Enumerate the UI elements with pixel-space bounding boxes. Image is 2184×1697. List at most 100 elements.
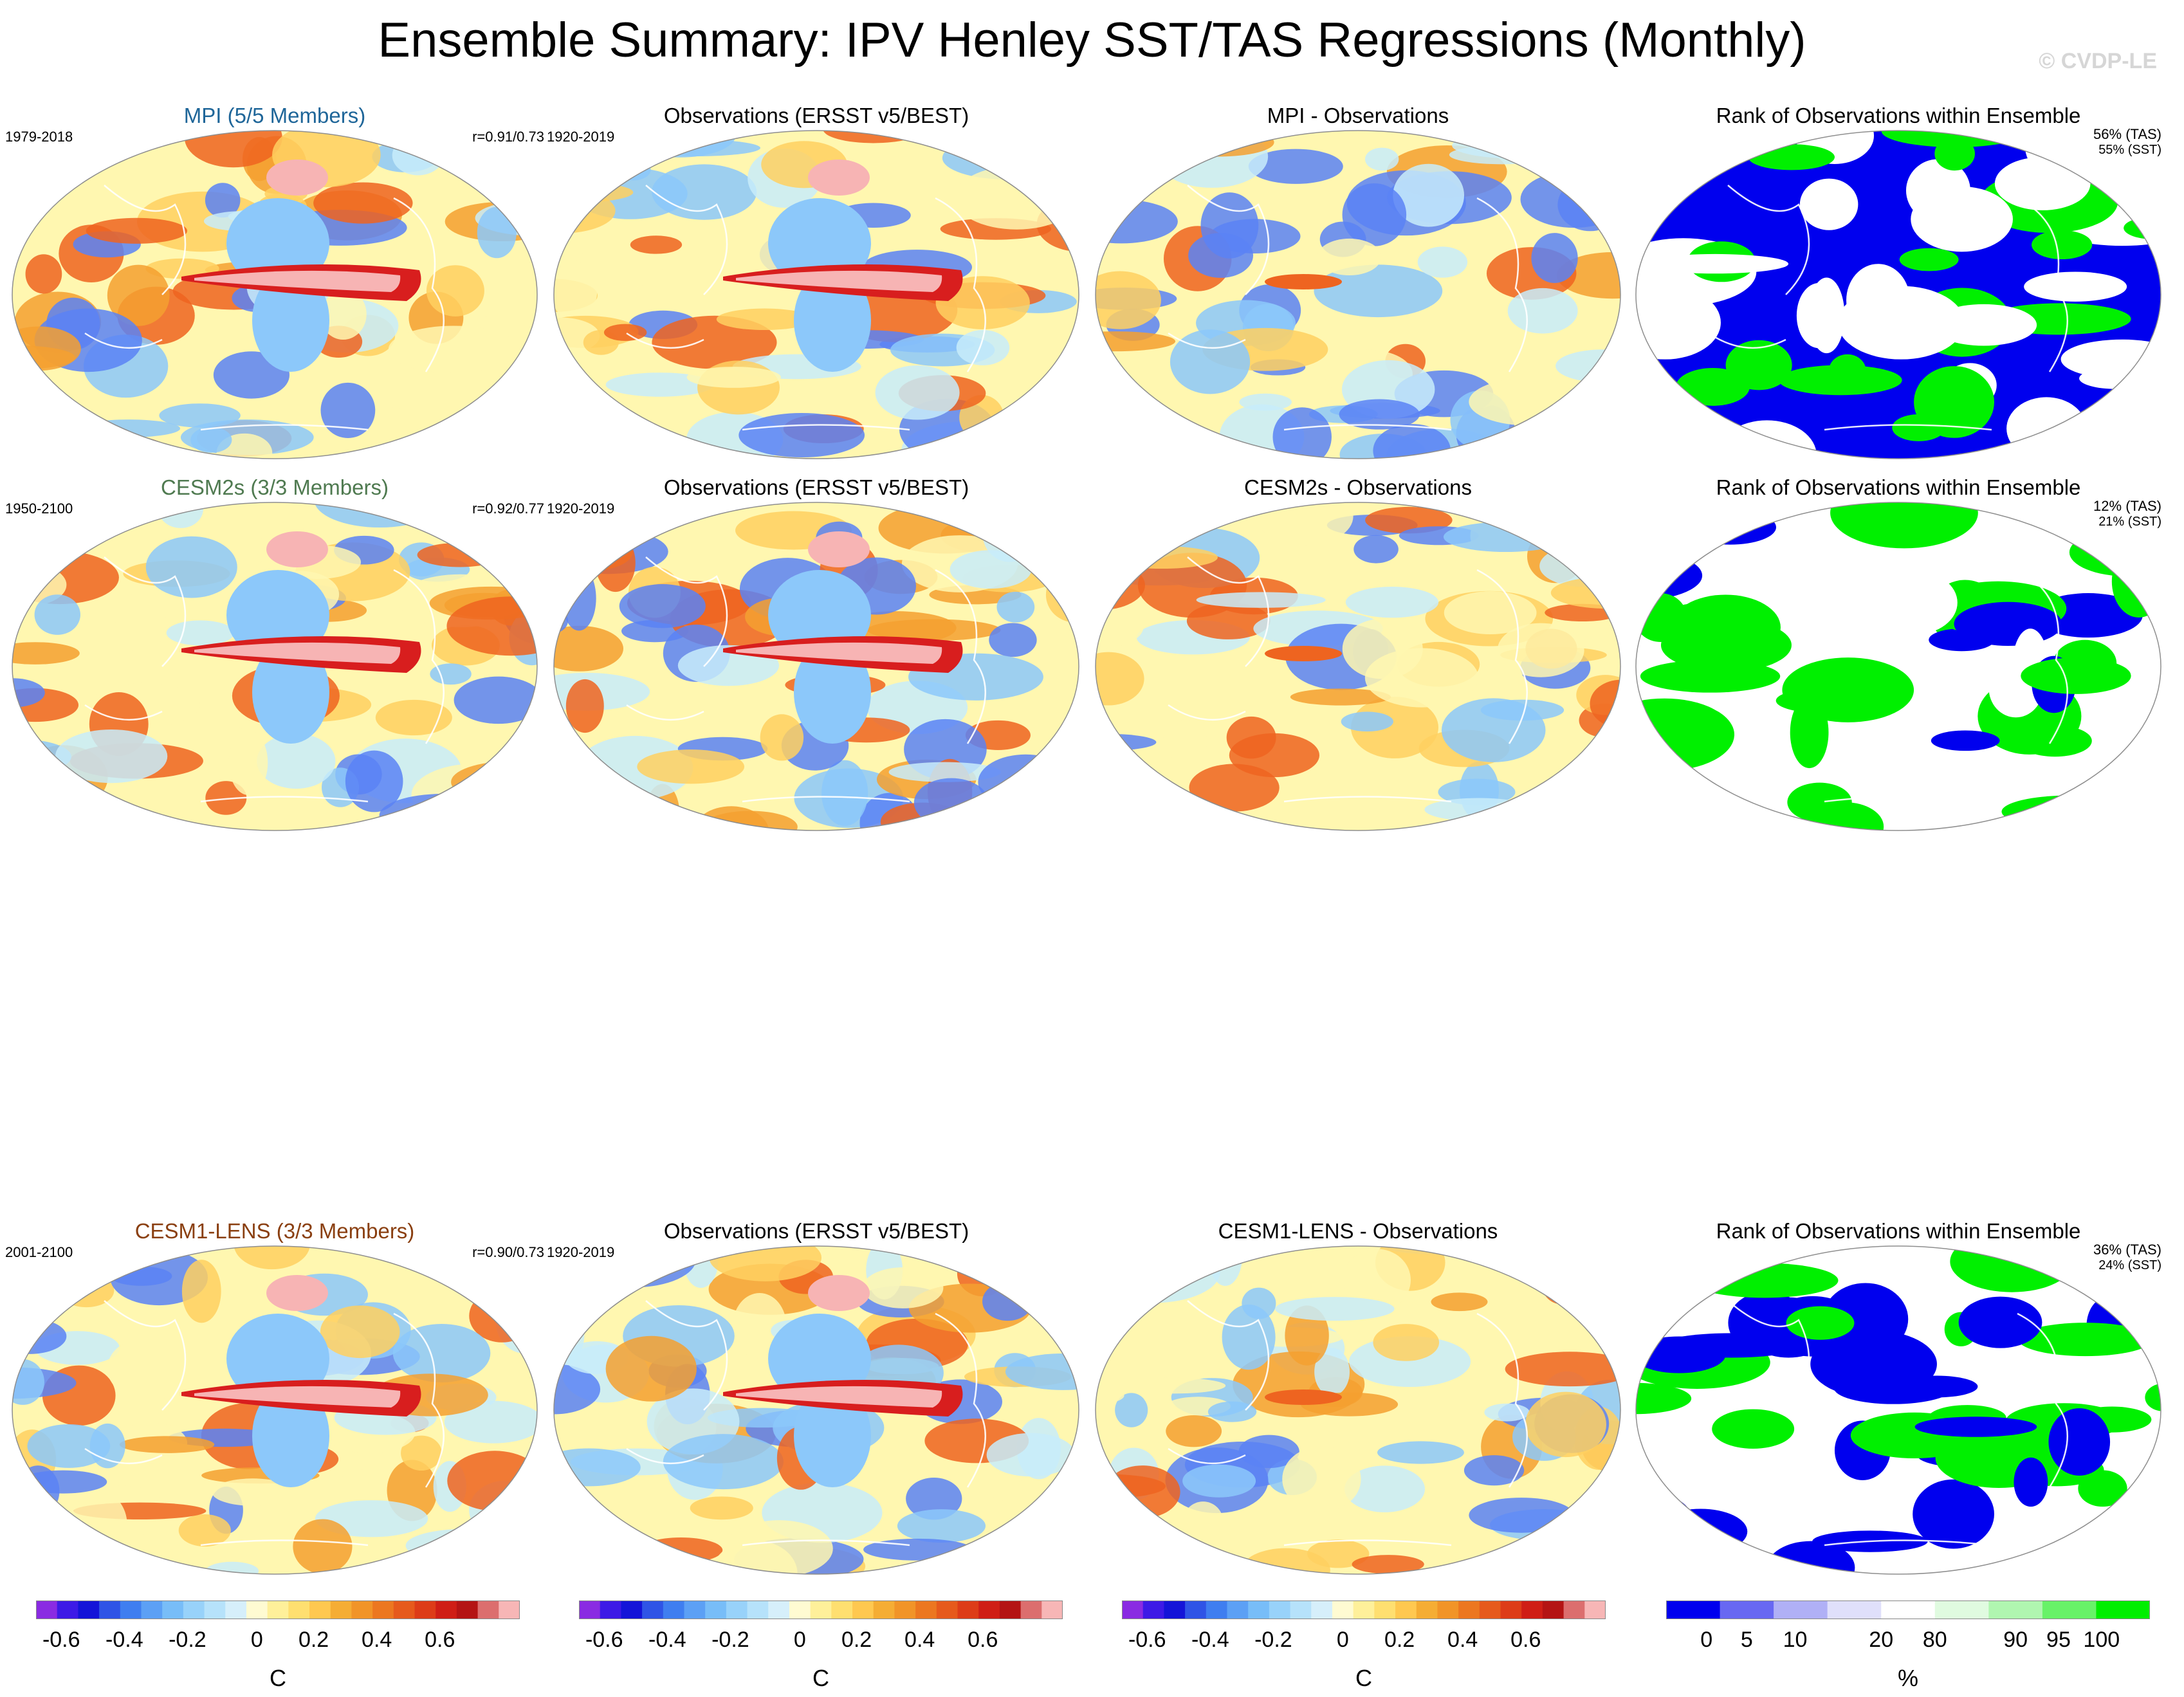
colorbar-tick-label: 100 [2083,1628,2120,1652]
panel-title: Observations (ERSST v5/BEST) [663,475,969,499]
regression-map [553,1245,1079,1575]
colorbar-unit: C [1355,1665,1372,1691]
panel-title: Rank of Observations within Ensemble [1716,104,2081,127]
colorbar-swatch [1521,1601,1543,1619]
colorbar-swatch [957,1601,979,1619]
colorbar-swatch [1269,1601,1291,1619]
colorbar-tick-label: -0.4 [648,1628,686,1652]
colorbar-tick-label: 0 [1700,1628,1712,1652]
colorbar-swatch [1206,1601,1227,1619]
colorbar-swatch [999,1601,1022,1619]
panel-rank-row1: Rank of Observations within Ensemble 56% … [1629,103,2168,463]
colorbar-tick-label: -0.6 [1128,1628,1166,1652]
colorbar-swatch [162,1601,184,1619]
colorbar-swatch [414,1601,436,1619]
colorbar-swatch [1353,1601,1375,1619]
figure-title: Ensemble Summary: IPV Henley SST/TAS Reg… [378,13,1806,68]
panel-obs-row3: Observations (ERSST v5/BEST) 1920-2019 [547,1218,1086,1579]
colorbar-swatch [768,1601,790,1619]
regression-map [12,1245,538,1575]
colorbar-swatch [225,1601,247,1619]
temperature-colorbar-3: -0.6 -0.4 -0.2 0 0.2 0.4 0.6 C [1122,1601,1606,1697]
colorbar-swatch [1666,1601,1721,1619]
colorbar-tick-label: 0.4 [1447,1628,1478,1652]
panel-diff-row1: MPI - Observations [1088,103,1628,463]
panel-model-row2: CESM2s (3/3 Members) 1950-2100 r=0.92/0.77 [5,475,544,835]
colorbar-swatch [456,1601,479,1619]
colorbar-swatch [372,1601,394,1619]
temperature-colorbar-1: -0.6 -0.4 -0.2 0 0.2 0.4 0.6 C [36,1601,520,1697]
colorbar-swatch [1563,1601,1585,1619]
panel-title: Rank of Observations within Ensemble [1716,1219,2081,1243]
panel-title: Observations (ERSST v5/BEST) [663,1219,969,1243]
colorbar-swatch [36,1601,58,1619]
colorbar-swatch [684,1601,706,1619]
rank-sst-percent: 55% (SST) [2098,143,2161,157]
colorbar-unit: C [812,1665,829,1691]
period-label: 2001-2100 [5,1244,73,1260]
colorbar-swatch [1395,1601,1417,1619]
panel-model-row1: MPI (5/5 Members) 1979-2018 r=0.91/0.73 [5,103,544,463]
colorbar-swatch [1020,1601,1042,1619]
regression-map [553,130,1079,459]
panel-diff-row3: CESM1-LENS - Observations [1088,1218,1628,1579]
colorbar-swatch [477,1601,499,1619]
colorbar-swatch [499,1601,520,1619]
watermark: © CVDP-LE [2039,49,2157,73]
colorbar-tick-label: 20 [1869,1628,1893,1652]
colorbar-swatch [1248,1601,1270,1619]
rank-colorbar: 0 5 10 20 80 90 95 100% [1666,1601,2150,1697]
rank-tas-percent: 56% (TAS) [2093,126,2161,142]
panel-model-row3: CESM1-LENS (3/3 Members) 2001-2100 r=0.90/… [5,1218,544,1579]
colorbar-swatch [141,1601,163,1619]
colorbar-swatch [1934,1601,1989,1619]
colorbar-tick-label: 0.4 [362,1628,392,1652]
rank-map [1635,1245,2161,1575]
colorbar-swatch [621,1601,643,1619]
colorbar-swatch [78,1601,100,1619]
colorbar-swatch [1164,1601,1186,1619]
colorbar-swatch [915,1601,937,1619]
pattern-correlation: r=0.90/0.73 [472,1244,544,1260]
colorbar-tick-label: 0.6 [1510,1628,1541,1652]
colorbar-swatch [894,1601,916,1619]
period-label: 1979-2018 [5,129,73,145]
period-label: 1920-2019 [547,500,615,517]
panel-title: CESM2s (3/3 Members) [161,475,389,499]
colorbar-swatch [1542,1601,1565,1619]
colorbar-swatch [1458,1601,1480,1619]
panel-title: MPI (5/5 Members) [183,104,366,127]
colorbar-swatch [1479,1601,1501,1619]
colorbar-swatch [1416,1601,1438,1619]
temperature-colorbar-2: -0.6 -0.4 -0.2 0 0.2 0.4 0.6 C [579,1601,1063,1697]
colorbar-swatch [1720,1601,1774,1619]
colorbar-swatch [852,1601,874,1619]
colorbar-swatch [1227,1601,1249,1619]
colorbar-swatch [99,1601,121,1619]
colorbar-tick-label: -0.2 [1254,1628,1292,1652]
colorbar-tick-label: -0.2 [711,1628,749,1652]
colorbar-swatch [831,1601,853,1619]
colorbar-unit: C [270,1665,286,1691]
colorbar-swatch [579,1601,601,1619]
pattern-correlation: r=0.91/0.73 [472,129,544,145]
panel-title: CESM1-LENS - Observations [1218,1219,1498,1243]
rank-tas-percent: 36% (TAS) [2093,1242,2161,1258]
colorbar-swatch [120,1601,142,1619]
rank-sst-percent: 21% (SST) [2098,515,2161,529]
rank-map [1635,130,2161,459]
regression-map [553,502,1079,831]
colorbar-swatch [1827,1601,1882,1619]
colorbar-swatch [747,1601,769,1619]
regression-map [1095,1245,1621,1575]
panel-rank-row3: Rank of Observations within Ensemble 36% … [1629,1218,2168,1579]
colorbar-swatch [330,1601,352,1619]
colorbar-swatch [288,1601,310,1619]
colorbar-swatch [309,1601,331,1619]
colorbar-swatch [1332,1601,1354,1619]
colorbar-tick-label: -0.4 [106,1628,143,1652]
panel-obs-row2: Observations (ERSST v5/BEST) 1920-2019 [547,475,1086,835]
colorbar-swatch [810,1601,832,1619]
colorbar-swatch [1500,1601,1522,1619]
colorbar-swatch [663,1601,684,1619]
